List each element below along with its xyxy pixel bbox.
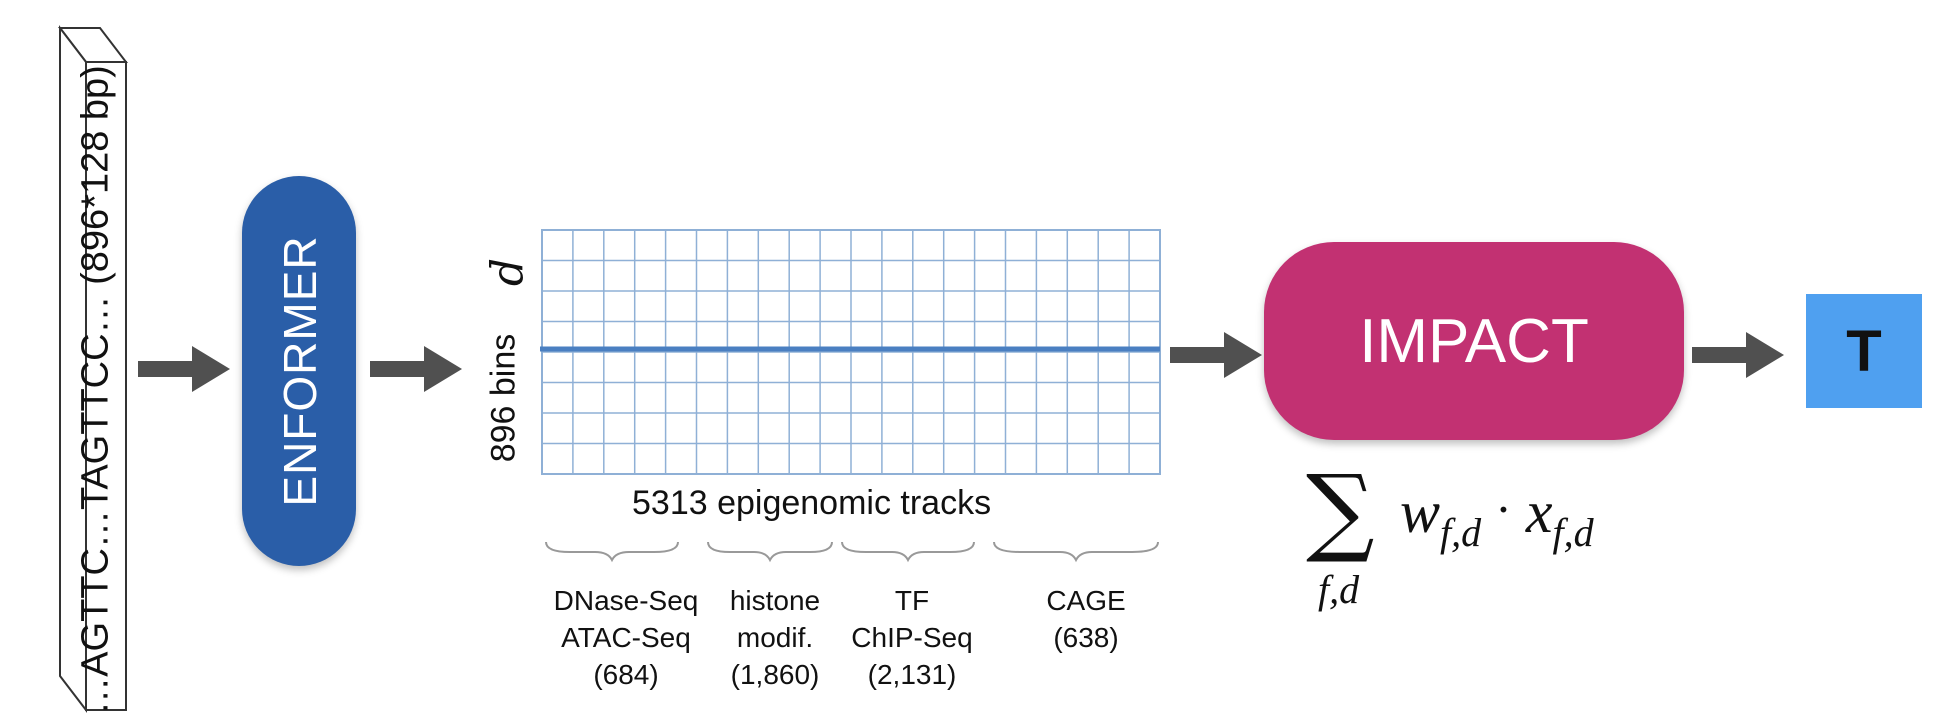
sum-index: f,d: [1318, 567, 1360, 612]
tracks-matrix: [540, 229, 1161, 475]
impact-label: IMPACT: [1359, 306, 1589, 376]
arrow-to-output: [1692, 332, 1784, 378]
category-braces: [545, 541, 1159, 563]
brace-dnase: [545, 541, 679, 563]
category-dnase: DNase-Seq ATAC-Seq (684): [553, 585, 699, 690]
category-histone: histone modif. (1,860): [729, 585, 821, 690]
arrow-to-impact: [1170, 332, 1262, 378]
feature-subscript: f,d: [1552, 510, 1594, 555]
category-tf: TF ChIP-Seq (2,131): [851, 585, 973, 690]
weight-symbol: w: [1400, 479, 1441, 545]
feature-symbol: x: [1525, 479, 1553, 545]
weight-subscript: f,d: [1440, 510, 1482, 555]
output-label: T: [1846, 318, 1882, 384]
sequence-label: …AGTTC…TAGTTCC… (896*128 bp): [74, 65, 117, 715]
brace-tf: [841, 541, 975, 563]
arrow-to-enformer: [138, 346, 230, 392]
sum-expression: wf,d · xf,d: [1400, 478, 1594, 556]
sequence-bar: [57, 25, 129, 713]
brace-histone: [707, 541, 833, 563]
rows-label: 896 bins: [484, 333, 523, 463]
enformer-block: [242, 176, 356, 566]
category-cage: CAGE (638): [1046, 585, 1126, 653]
sum-symbol: ∑: [1306, 454, 1375, 566]
impact-block: IMPACT: [1264, 242, 1684, 440]
enformer-label: ENFORMER: [274, 235, 326, 507]
dot-operator: ·: [1495, 481, 1512, 537]
columns-label: 5313 epigenomic tracks: [632, 484, 992, 522]
row-symbol: d: [482, 257, 534, 287]
arrow-to-matrix: [370, 346, 462, 392]
output-block: T: [1806, 294, 1922, 408]
brace-cage: [993, 541, 1159, 563]
